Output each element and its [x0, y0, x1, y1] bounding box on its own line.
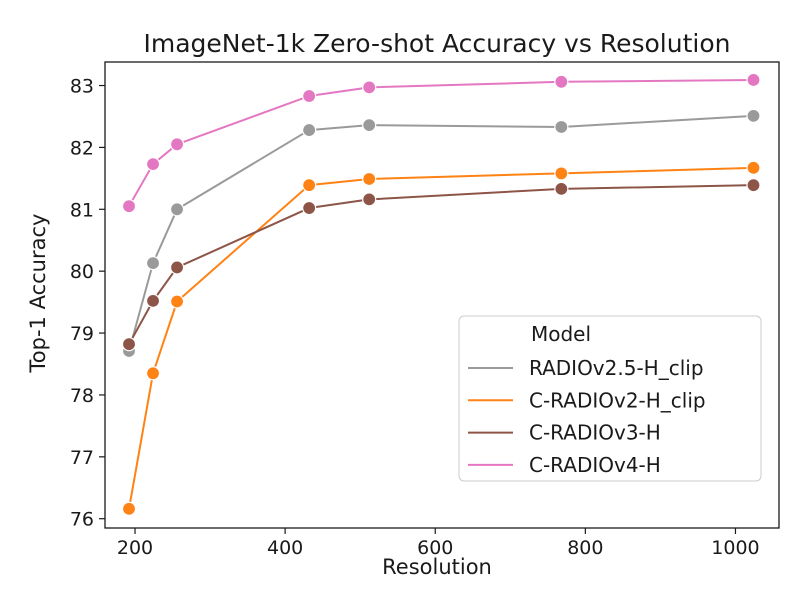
data-point-c-radiov3-h [746, 178, 761, 193]
legend-label-c-radiov4-h: C-RADIOv4-H [529, 453, 661, 477]
data-point-c-radiov4-h [145, 157, 161, 172]
data-point-c-radiov2-h-clip [554, 166, 569, 181]
y-tick-label: 76 [70, 509, 94, 531]
y-tick-label: 83 [70, 76, 94, 98]
x-axis-ticks: 200 400 600 800 1000 [117, 528, 760, 559]
data-point-c-radiov4-h [554, 74, 569, 89]
data-point-c-radiov4-h [121, 199, 137, 214]
y-tick-label: 78 [70, 385, 94, 407]
data-point-c-radiov2-h-clip [746, 160, 761, 175]
x-tick-label: 800 [567, 537, 603, 559]
data-point-c-radiov4-h [302, 88, 317, 104]
y-tick-label: 77 [70, 447, 94, 469]
data-point-c-radiov3-h [121, 337, 137, 352]
data-point-radiov2-5-h-clip [145, 256, 161, 271]
y-axis-label: Top-1 Accuracy [26, 214, 50, 374]
data-point-c-radiov2-h-clip [302, 178, 317, 193]
data-point-c-radiov2-h-clip [145, 366, 161, 381]
data-point-c-radiov2-h-clip [121, 501, 137, 516]
plot-frame [104, 61, 780, 529]
data-point-c-radiov3-h [145, 293, 161, 308]
data-point-radiov2-5-h-clip [746, 108, 761, 123]
y-tick-label: 80 [70, 261, 94, 283]
data-point-c-radiov3-h [169, 260, 185, 275]
data-point-radiov2-5-h-clip [302, 122, 317, 138]
data-point-c-radiov4-h [169, 137, 185, 152]
x-axis-label: Resolution [382, 555, 492, 579]
legend-label-radiov2-5-h-clip: RADIOv2.5-H_clip [529, 356, 704, 380]
data-point-radiov2-5-h-clip [169, 202, 185, 217]
data-point-c-radiov4-h [746, 72, 761, 88]
data-point-c-radiov3-h [554, 181, 569, 196]
x-tick-label: 600 [417, 537, 453, 559]
chart-title: ImageNet-1k Zero-shot Accuracy vs Resolu… [144, 29, 731, 58]
y-axis-ticks: 76 77 78 79 80 81 82 83 [70, 76, 105, 531]
y-tick-label: 81 [70, 199, 94, 221]
legend: Model RADIOv2.5-H_clip C-RADIOv2-H_clip C-… [458, 315, 762, 482]
y-tick-label: 79 [70, 323, 94, 345]
legend-label-c-radiov3-h: C-RADIOv3-H [529, 421, 661, 445]
data-point-c-radiov2-h-clip [362, 171, 377, 187]
legend-label-c-radiov2-h-clip: C-RADIOv2-H_clip [529, 388, 706, 412]
x-tick-label: 400 [267, 537, 303, 559]
data-point-c-radiov3-h [302, 200, 317, 216]
x-tick-label: 200 [117, 537, 153, 559]
legend-entries: RADIOv2.5-H_clip C-RADIOv2-H_clip C-RADIOv… [468, 356, 706, 477]
series-markers [121, 72, 761, 516]
x-tick-label: 1000 [711, 537, 759, 559]
y-tick-label: 82 [70, 137, 94, 159]
data-point-c-radiov2-h-clip [169, 294, 185, 309]
data-point-radiov2-5-h-clip [362, 118, 377, 133]
data-point-radiov2-5-h-clip [554, 119, 569, 135]
data-point-c-radiov4-h [362, 80, 377, 95]
data-point-c-radiov3-h [362, 192, 377, 207]
legend-title: Model [531, 322, 591, 346]
legend-frame [458, 315, 762, 482]
